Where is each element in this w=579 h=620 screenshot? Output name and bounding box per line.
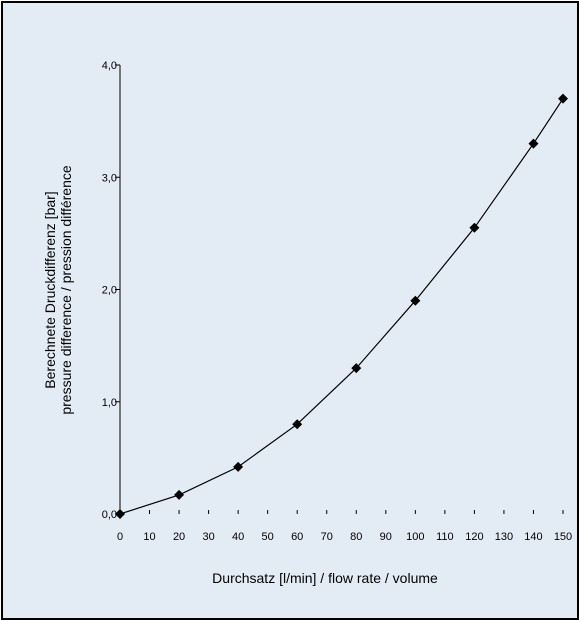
data-point-marker <box>174 489 185 500</box>
x-tick-label: 40 <box>232 531 244 543</box>
x-tick-label: 60 <box>291 531 303 543</box>
x-tick-label: 130 <box>495 531 513 543</box>
series-line <box>119 98 564 515</box>
data-point-marker <box>469 222 480 233</box>
x-axis-label: Durchsatz [l/min] / flow rate / volume <box>212 570 438 586</box>
x-tick-label: 20 <box>173 531 185 543</box>
x-tick-label: 110 <box>436 531 454 543</box>
x-tick-label: 150 <box>554 531 572 543</box>
data-point-marker <box>115 509 125 519</box>
x-tick-label: 90 <box>380 531 392 543</box>
x-tick-label: 100 <box>406 531 424 543</box>
y-axis-label: Berechnete Druckdifferenz [bar] pressure… <box>42 165 74 415</box>
data-point-marker <box>558 93 568 104</box>
x-tick-label: 140 <box>524 531 542 543</box>
y-tick-label: 0,0 <box>102 509 117 521</box>
data-point-marker <box>292 419 303 430</box>
series-layer <box>115 93 568 519</box>
data-point-marker <box>351 363 362 374</box>
data-point-marker <box>233 461 244 472</box>
y-tick-label: 1,0 <box>102 397 117 409</box>
data-point-marker <box>528 138 539 149</box>
chart-plot: 0 10 20 30 40 50 60 70 80 90 100 110 120 130 140 150 0,… <box>42 60 572 586</box>
y-ticks: 0,0 1,0 2,0 3,0 4,0 <box>102 60 120 521</box>
x-tick-label: 10 <box>143 531 155 543</box>
x-tick-label: 30 <box>202 531 214 543</box>
data-point-marker <box>410 295 421 306</box>
y-axis-label-line-1: Berechnete Druckdifferenz [bar] <box>42 191 58 388</box>
y-tick-label: 2,0 <box>102 285 117 297</box>
x-tick-label: 50 <box>262 531 274 543</box>
x-tick-label: 70 <box>321 531 333 543</box>
y-tick-label: 4,0 <box>102 60 117 72</box>
x-tick-label: 120 <box>465 531 483 543</box>
x-ticks: 0 10 20 30 40 50 60 70 80 90 100 110 120 130 140 150 <box>117 510 572 543</box>
x-tick-label: 80 <box>350 531 362 543</box>
y-tick-label: 3,0 <box>102 172 117 184</box>
x-tick-label: 0 <box>117 531 123 543</box>
y-axis-label-line-2: pressure difference / pression différenc… <box>58 165 74 415</box>
